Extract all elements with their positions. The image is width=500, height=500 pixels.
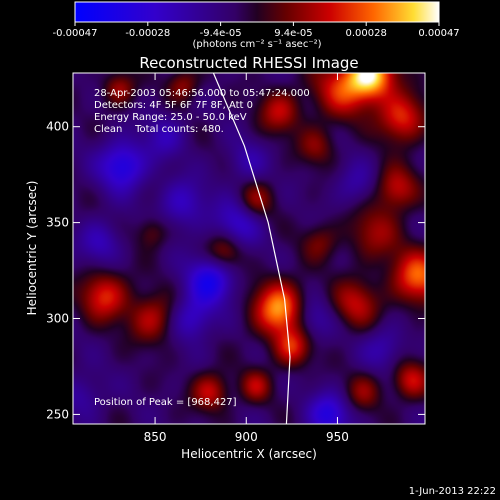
- x-axis-label: Heliocentric X (arcsec): [181, 447, 317, 461]
- info-detectors: Detectors: 4F 5F 6F 7F 8F, Att 0: [94, 100, 253, 111]
- colorbar-tick-label: 0.00047: [418, 28, 459, 39]
- heatmap-image: [73, 73, 425, 424]
- y-tick-label: 300: [46, 312, 69, 326]
- info-time-range: 28-Apr-2003 05:46:56.000 to 05:47:24.000: [94, 88, 310, 99]
- y-axis-ticks: 250 300 350 400: [46, 120, 425, 421]
- date-stamp: 1-Jun-2013 22:22: [408, 486, 496, 497]
- plot-frame: [72, 72, 426, 425]
- colorbar-ticks: -0.00047 -0.00028 -9.4e-05 9.4e-05 0.00028 0.…: [53, 22, 460, 39]
- colorbar-tick-label: 0.00028: [346, 28, 387, 39]
- plot-area: 850 900 950 250 300 350 400: [46, 72, 426, 444]
- observation-info: 28-Apr-2003 05:46:56.000 to 05:47:24.000…: [94, 88, 310, 135]
- colorbar-units-label: (photons cm⁻² s⁻¹ asec⁻²): [192, 39, 321, 50]
- x-tick-label: 850: [144, 430, 167, 444]
- chart-title: Reconstructed RHESSI Image: [139, 54, 358, 72]
- x-tick-label: 950: [326, 430, 349, 444]
- y-tick-label: 400: [46, 120, 69, 134]
- info-energy-range: Energy Range: 25.0 - 50.0 keV: [94, 112, 247, 123]
- solar-limb-line: [212, 73, 291, 424]
- info-clean-counts: Clean Total counts: 480.: [94, 124, 224, 135]
- y-axis-label: Heliocentric Y (arcsec): [25, 181, 39, 316]
- y-tick-label: 250: [46, 407, 69, 421]
- colorbar-tick-label: -0.00028: [125, 28, 170, 39]
- colorbar-tick-label: -9.4e-05: [200, 28, 242, 39]
- x-axis-ticks: 850 900 950: [144, 73, 349, 444]
- colorbar-tick-label: 9.4e-05: [274, 28, 312, 39]
- colorbar-tick-label: -0.00047: [53, 28, 98, 39]
- x-tick-label: 900: [235, 430, 258, 444]
- y-tick-label: 350: [46, 216, 69, 230]
- peak-position-label: Position of Peak = [968,427]: [94, 397, 237, 408]
- colorbar-gradient: [74, 1, 440, 23]
- colorbar: -0.00047 -0.00028 -9.4e-05 9.4e-05 0.00028 0.…: [53, 1, 460, 50]
